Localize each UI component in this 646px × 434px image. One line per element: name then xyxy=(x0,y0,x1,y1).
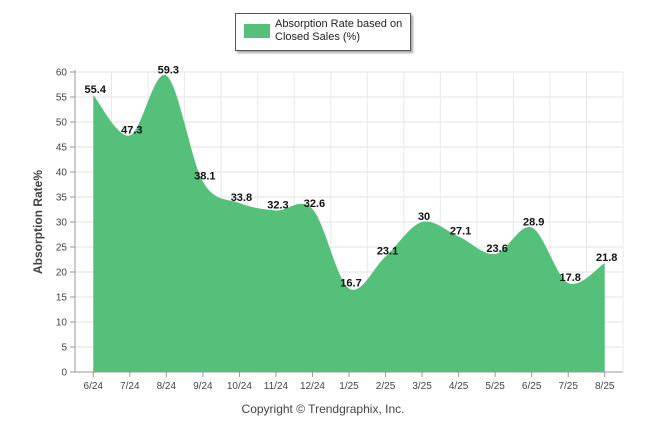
y-tick-label: 10 xyxy=(56,318,68,329)
y-tick-label: 25 xyxy=(56,243,68,254)
legend: Absorption Rate based on Closed Sales (%… xyxy=(235,13,411,51)
x-tick-label: 10/24 xyxy=(227,381,252,392)
legend-label: Absorption Rate based on Closed Sales (%… xyxy=(275,18,403,43)
y-tick-label: 15 xyxy=(56,293,68,304)
data-label: 28.9 xyxy=(523,217,544,229)
data-label: 32.3 xyxy=(267,200,288,212)
data-label: 59.3 xyxy=(158,65,179,77)
copyright-text: Copyright © Trendgraphix, Inc. xyxy=(241,402,405,416)
x-tick-label: 11/24 xyxy=(264,381,289,392)
y-tick-label: 30 xyxy=(56,218,68,229)
x-tick-label: 6/24 xyxy=(84,381,104,392)
data-label: 23.6 xyxy=(486,243,507,255)
x-tick-label: 8/25 xyxy=(595,381,615,392)
data-label: 27.1 xyxy=(450,226,471,238)
data-label: 38.1 xyxy=(194,171,215,183)
y-tick-labels: 0 5 10 15 20 25 30 35 40 45 50 55 60 xyxy=(56,68,68,379)
x-tick-label: 12/24 xyxy=(300,381,325,392)
x-tick-label: 2/25 xyxy=(376,381,396,392)
y-tick-label: 5 xyxy=(61,343,67,354)
y-axis-label: Absorption Rate% xyxy=(31,169,45,275)
x-tick-label: 6/25 xyxy=(522,381,542,392)
x-tick-label: 5/25 xyxy=(485,381,505,392)
y-tick-label: 60 xyxy=(56,68,68,79)
data-label: 33.8 xyxy=(231,192,252,204)
data-label: 30 xyxy=(418,211,430,223)
data-label: 55.4 xyxy=(85,84,107,96)
data-label: 23.1 xyxy=(377,246,398,258)
y-tick-label: 0 xyxy=(61,368,67,379)
data-label: 21.8 xyxy=(596,252,617,264)
y-tick-label: 20 xyxy=(56,268,68,279)
y-tick-label: 35 xyxy=(56,193,68,204)
data-label: 47.3 xyxy=(121,125,142,137)
data-labels: 55.4 47.3 59.3 38.1 33.8 32.3 32.6 16.7 23.1 30 27… xyxy=(85,65,618,290)
x-tick-label: 9/24 xyxy=(193,381,213,392)
data-label: 16.7 xyxy=(340,278,361,290)
y-tick-label: 50 xyxy=(56,118,68,129)
axes xyxy=(70,70,623,377)
y-tick-label: 45 xyxy=(56,143,68,154)
x-tick-label: 4/25 xyxy=(449,381,469,392)
x-tick-label: 1/25 xyxy=(339,381,359,392)
area-series xyxy=(93,74,605,373)
y-tick-label: 40 xyxy=(56,168,68,179)
x-tick-label: 8/24 xyxy=(157,381,177,392)
data-label: 17.8 xyxy=(559,272,580,284)
y-tick-label: 55 xyxy=(56,93,68,104)
x-tick-label: 7/24 xyxy=(120,381,140,392)
x-tick-label: 7/25 xyxy=(558,381,578,392)
data-label: 32.6 xyxy=(304,198,325,210)
legend-swatch xyxy=(244,24,270,38)
area-fill xyxy=(93,74,605,373)
x-tick-labels: 6/24 7/24 8/24 9/24 10/24 11/24 12/24 1/25 2/25 3… xyxy=(84,381,615,392)
x-tick-label: 3/25 xyxy=(412,381,432,392)
